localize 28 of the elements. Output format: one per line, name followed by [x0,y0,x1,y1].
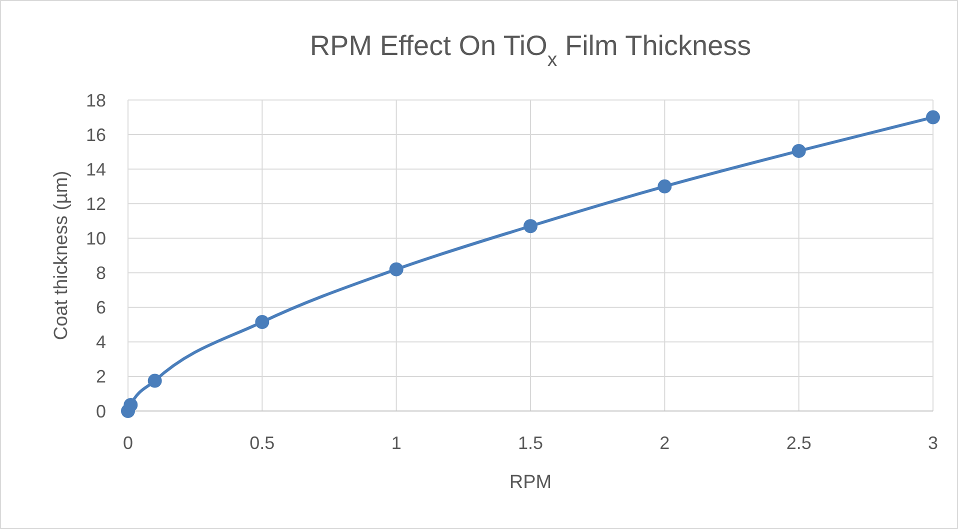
y-tick-label: 18 [86,90,106,110]
y-tick-label: 16 [86,124,106,145]
point [792,144,806,158]
y-tick-label: 8 [96,263,106,284]
y-tick-label: 12 [86,194,106,214]
x-tick-label: 3 [928,433,938,453]
x-tick-label: 2.5 [786,433,812,453]
point [926,110,940,124]
x-tick-label: 1 [391,433,402,453]
x-tick-label: 2 [660,433,670,453]
point [524,219,538,234]
point [389,262,404,276]
y-tick-label: 10 [86,228,106,249]
x-tick-label: 1.5 [518,433,544,453]
chart-title: RPM Effect On TiO$_{x}$ Film Thickness [310,30,752,71]
y-tick-label: 4 [96,332,106,352]
point [148,374,162,388]
x-tick-label: 0.5 [250,433,275,453]
y-tick-label: 0 [96,401,106,422]
y-tick-label: 14 [86,159,106,180]
y-tick-label: 6 [96,298,106,318]
y-axis-title: Coat thickness (µm) [51,170,72,340]
point [255,315,270,330]
y-tick-label: 2 [96,366,106,387]
x-tick-label: 0 [122,433,134,453]
point [658,179,672,194]
point [124,398,138,412]
x-axis-title: RPM [509,472,552,493]
